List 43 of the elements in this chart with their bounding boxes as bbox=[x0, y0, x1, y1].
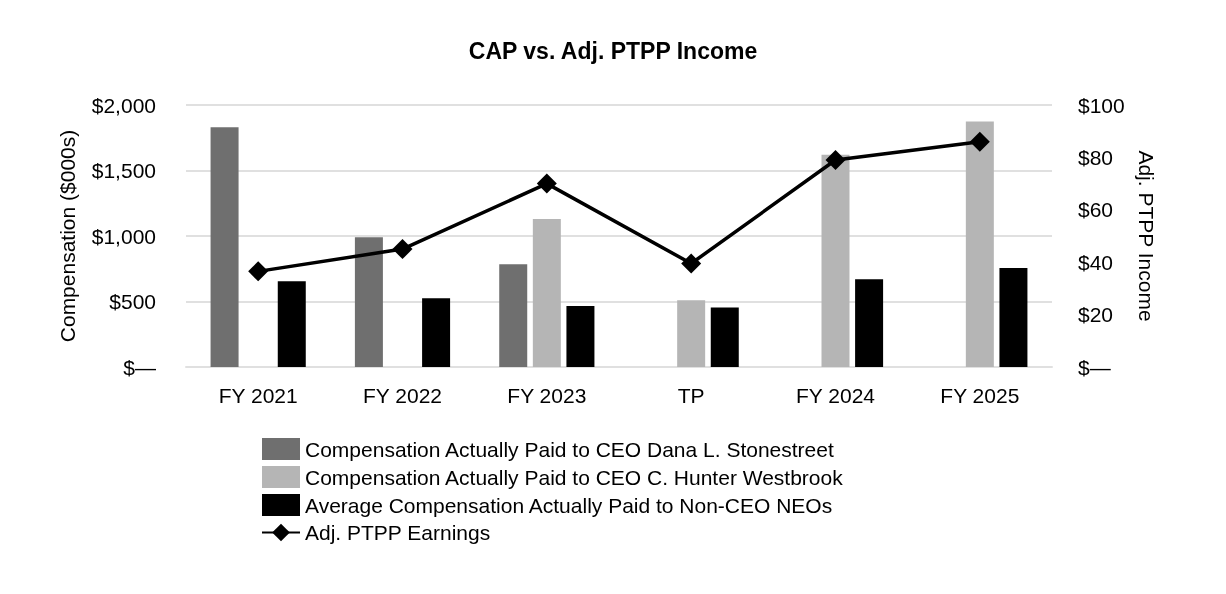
bar bbox=[354, 237, 383, 367]
point bbox=[536, 173, 557, 194]
point bbox=[825, 150, 846, 171]
y-axis-title: Compensation ($000s) bbox=[56, 129, 79, 343]
point bbox=[392, 239, 413, 260]
bar bbox=[965, 121, 994, 367]
legend-label: Compensation Actually Paid to CEO C. Hunter Westbrook bbox=[305, 465, 844, 489]
bar bbox=[999, 268, 1028, 367]
bar bbox=[677, 300, 706, 367]
legend-label: Compensation Actually Paid to CEO Dana L. Stonestreet bbox=[305, 437, 834, 461]
y2-tick-label: $— bbox=[1078, 355, 1111, 379]
x-tick-label: FY 2024 bbox=[795, 384, 876, 407]
legend-label: Adj. PTPP Earnings bbox=[305, 521, 491, 544]
point bbox=[969, 131, 990, 152]
point bbox=[248, 261, 269, 282]
bar bbox=[499, 264, 528, 367]
y2-tick-label: $60 bbox=[1078, 198, 1114, 222]
bar bbox=[532, 218, 561, 367]
x-tick-label: FY 2025 bbox=[940, 384, 1020, 407]
point bbox=[681, 253, 702, 274]
bar bbox=[277, 281, 306, 367]
chart-title: CAP vs. Adj. PTPP Income bbox=[468, 37, 758, 64]
x-tick-label: FY 2022 bbox=[362, 384, 443, 407]
bar bbox=[821, 154, 850, 367]
bar bbox=[855, 279, 884, 367]
x-tick-label: FY 2023 bbox=[507, 384, 587, 407]
y-tick-label: $2,000 bbox=[91, 93, 156, 117]
bar bbox=[422, 298, 451, 367]
y-tick-label: $1,000 bbox=[91, 224, 156, 248]
y-tick-label: $1,500 bbox=[91, 159, 156, 182]
bar bbox=[210, 127, 239, 367]
y2-tick-label: $20 bbox=[1078, 303, 1114, 327]
x-tick-label: FY 2021 bbox=[218, 384, 298, 407]
y2-tick-label: $100 bbox=[1078, 93, 1125, 117]
bar bbox=[710, 307, 739, 367]
y2-axis-title: Adj. PTPP Income bbox=[1134, 150, 1158, 322]
bar bbox=[566, 306, 595, 367]
y2-tick-label: $40 bbox=[1078, 250, 1114, 274]
y-tick-label: $— bbox=[123, 355, 156, 379]
y2-tick-label: $80 bbox=[1078, 145, 1114, 169]
y-tick-label: $500 bbox=[109, 290, 156, 313]
x-tick-label: TP bbox=[677, 384, 705, 407]
legend-label: Average Compensation Actually Paid to Non-CEO NEOs bbox=[305, 493, 833, 517]
